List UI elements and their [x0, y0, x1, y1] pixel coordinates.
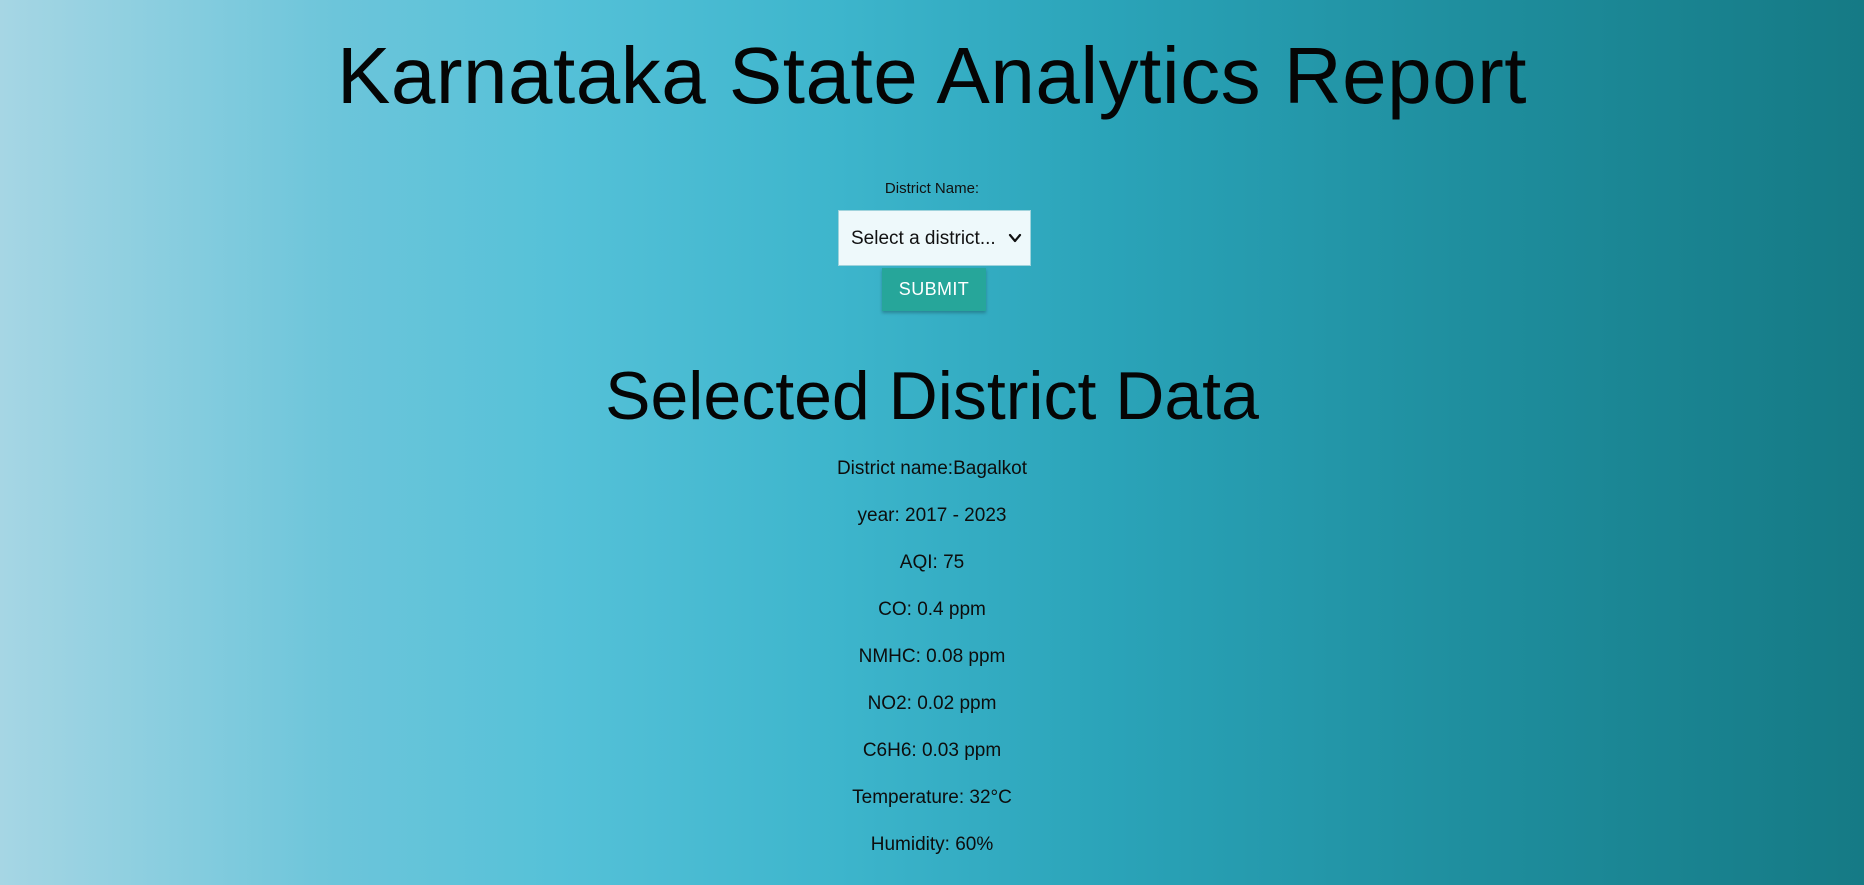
submit-button[interactable]: SUBMIT	[882, 268, 986, 311]
district-form: District Name: Select a district... SUBM…	[0, 180, 1864, 311]
temperature-row: Temperature: 32°C	[852, 787, 1012, 808]
humidity-row: Humidity: 60%	[870, 834, 994, 855]
year-row: year: 2017 - 2023	[857, 505, 1007, 526]
selected-district-title: Selected District Data	[605, 358, 1259, 434]
district-label: District Name:	[884, 180, 980, 197]
district-name-row: District name:Bagalkot	[836, 458, 1028, 479]
district-select[interactable]: Select a district...	[838, 210, 1031, 266]
district-select-value: Select a district...	[851, 228, 996, 249]
page-title: Karnataka State Analytics Report	[337, 31, 1527, 120]
district-data-list: District name:Bagalkot year: 2017 - 2023…	[0, 458, 1864, 881]
aqi-row: AQI: 75	[899, 552, 965, 573]
c6h6-row: C6H6: 0.03 ppm	[862, 740, 1002, 761]
no2-row: NO2: 0.02 ppm	[867, 693, 997, 714]
chevron-down-icon	[1008, 233, 1022, 243]
co-row: CO: 0.4 ppm	[878, 599, 986, 620]
nmhc-row: NMHC: 0.08 ppm	[858, 646, 1006, 667]
